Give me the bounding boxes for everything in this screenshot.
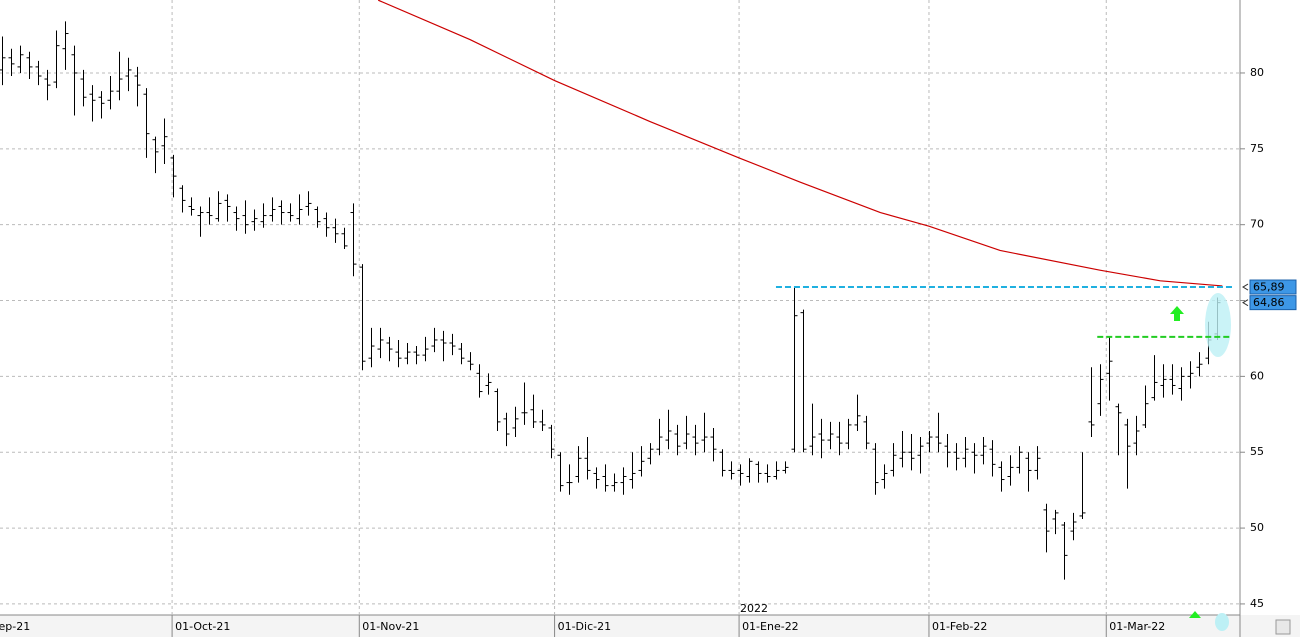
price-box <box>1249 295 1297 311</box>
x-tick-label: 01-Mar-22 <box>1109 620 1165 633</box>
grid: 455055606570758085Sep-2101-Oct-2101-Nov-… <box>0 0 1264 637</box>
highlight-ellipse <box>1205 293 1231 357</box>
y-tick-label: 55 <box>1250 445 1264 458</box>
marks <box>0 0 1223 580</box>
moving-average <box>377 0 1223 287</box>
y-tick-label: 45 <box>1250 597 1264 610</box>
x-tick-label: 01-Dic-21 <box>558 620 612 633</box>
y-tick-label: 50 <box>1250 521 1264 534</box>
price-pointer <box>1242 299 1249 307</box>
x-axis-band <box>0 615 1300 637</box>
y-tick-label: 70 <box>1250 218 1264 231</box>
up-arrow <box>1170 306 1184 321</box>
y-tick-label: 60 <box>1250 369 1264 382</box>
price-label: 65,89 <box>1253 281 1285 294</box>
highlight-ellipse-small <box>1215 613 1229 631</box>
overlay: 65,89 64,86 <box>775 279 1297 338</box>
y-tick-label: 80 <box>1250 66 1264 79</box>
x-tick-label: 01-Ene-22 <box>742 620 799 633</box>
y-tick-label: 75 <box>1250 142 1264 155</box>
price-pointer <box>1242 283 1249 291</box>
corner-icon[interactable] <box>1275 619 1291 635</box>
up-arrow-small <box>1189 611 1201 618</box>
annotation: 2022 <box>740 602 768 615</box>
price-box <box>1249 279 1297 295</box>
x-tick-label: Sep-21 <box>0 620 30 633</box>
x-tick-label: 01-Oct-21 <box>175 620 230 633</box>
price-label: 64,86 <box>1253 296 1285 309</box>
x-tick-label: 01-Feb-22 <box>932 620 987 633</box>
y-tick-label: 85 <box>1250 0 1264 3</box>
x-tick-label: 01-Nov-21 <box>362 620 419 633</box>
